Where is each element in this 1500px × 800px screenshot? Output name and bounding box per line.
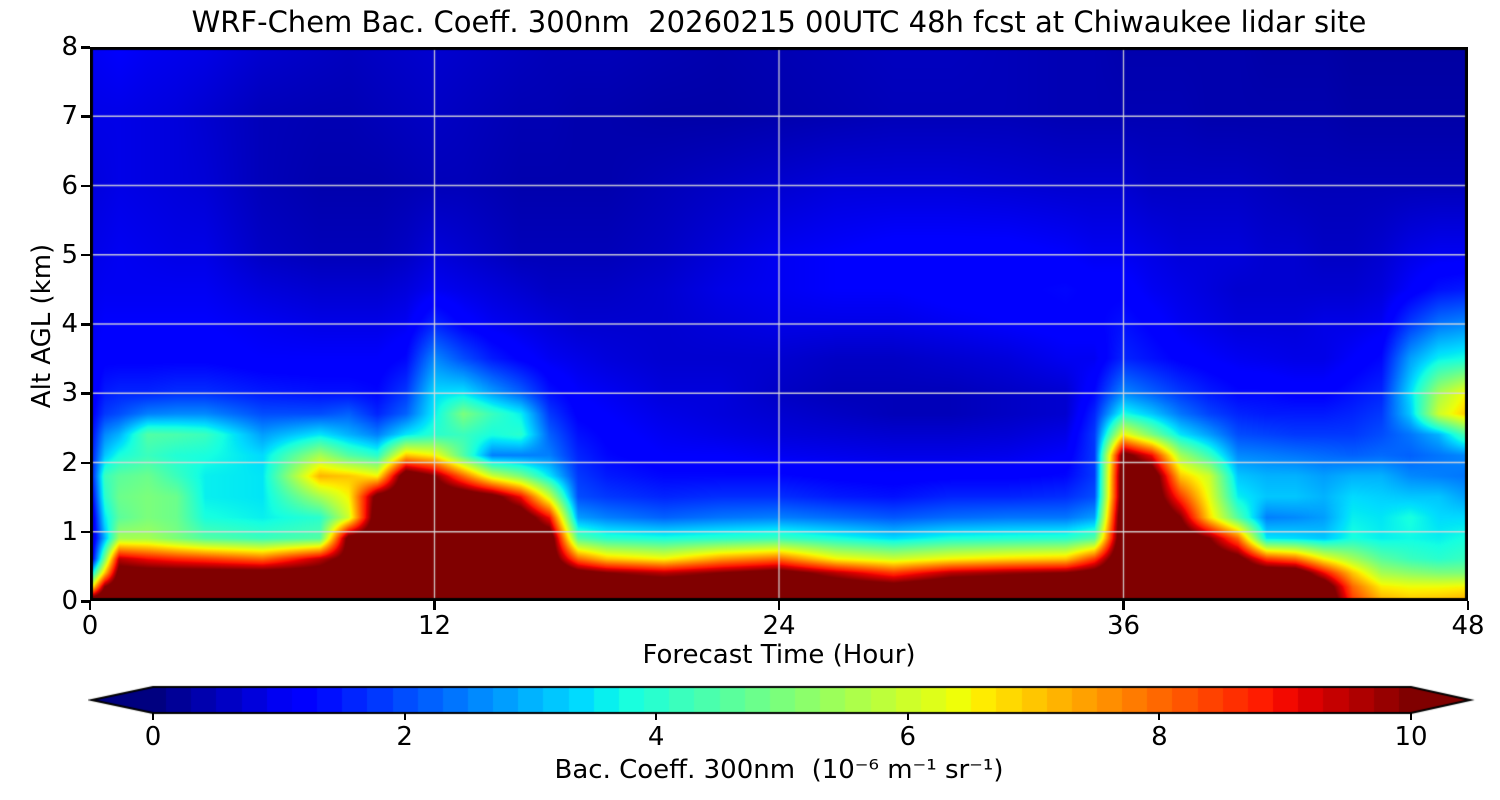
y-tick-label: 2 xyxy=(61,447,78,478)
chart-title: WRF-Chem Bac. Coeff. 300nm 20260215 00UT… xyxy=(191,5,1367,39)
x-tick-mark xyxy=(433,601,436,610)
x-tick-label: 36 xyxy=(1106,611,1141,641)
y-tick-label: 4 xyxy=(61,309,78,339)
x-tick-mark xyxy=(1122,601,1125,610)
x-tick-label: 0 xyxy=(81,611,99,641)
y-tick-label: 8 xyxy=(61,32,78,62)
y-tick-label: 7 xyxy=(61,101,78,132)
y-tick-mark xyxy=(81,253,90,257)
x-tick-label: 24 xyxy=(762,611,796,641)
heatmap-plot xyxy=(90,47,1468,601)
y-tick-mark xyxy=(81,184,90,187)
colorbar-label: Bac. Coeff. 300nm (10⁻⁶ m⁻¹ sr⁻¹) xyxy=(554,755,1004,785)
y-tick-label: 0 xyxy=(61,586,78,616)
y-tick-label: 1 xyxy=(61,516,78,547)
y-tick-label: 3 xyxy=(61,378,78,409)
colorbar-tick-mark xyxy=(152,713,154,720)
colorbar-tick-mark xyxy=(655,713,658,720)
y-tick-mark xyxy=(81,600,90,603)
y-tick-label: 5 xyxy=(61,239,78,270)
x-tick-mark xyxy=(88,601,92,610)
colorbar-tick-label: 8 xyxy=(1151,722,1168,752)
x-tick-mark xyxy=(777,601,781,610)
colorbar-tick-label: 2 xyxy=(396,722,413,752)
y-tick-mark xyxy=(81,461,90,464)
colorbar-tick-mark xyxy=(1158,713,1161,720)
colorbar-tick-label: 6 xyxy=(899,722,917,752)
y-tick-mark xyxy=(81,115,90,118)
colorbar-tick-mark xyxy=(1410,713,1412,720)
x-tick-label: 48 xyxy=(1451,611,1485,641)
y-tick-mark xyxy=(81,46,90,49)
colorbar-tick-label: 4 xyxy=(647,722,665,752)
colorbar-tick-mark xyxy=(403,713,406,720)
y-tick-mark xyxy=(81,392,90,395)
y-tick-mark xyxy=(81,530,90,534)
colorbar-tick-label: 0 xyxy=(144,722,162,752)
y-tick-mark xyxy=(81,323,90,326)
y-tick-label: 6 xyxy=(61,170,78,201)
x-tick-mark xyxy=(1466,601,1470,610)
x-axis-label: Forecast Time (Hour) xyxy=(642,640,916,670)
x-tick-label: 12 xyxy=(417,611,452,641)
colorbar xyxy=(88,682,1480,720)
colorbar-tick-mark xyxy=(906,713,909,720)
colorbar-tick-label: 10 xyxy=(1394,722,1428,752)
